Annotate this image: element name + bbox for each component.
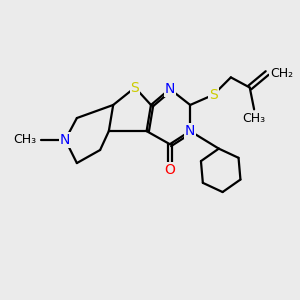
Text: S: S (130, 80, 140, 94)
Text: CH₃: CH₃ (13, 133, 36, 146)
Text: N: N (185, 124, 195, 138)
Text: N: N (60, 133, 70, 147)
Text: O: O (164, 163, 175, 177)
Text: S: S (209, 88, 218, 102)
Text: CH₃: CH₃ (242, 112, 266, 125)
Text: N: N (165, 82, 175, 96)
Text: CH₂: CH₂ (270, 67, 293, 80)
